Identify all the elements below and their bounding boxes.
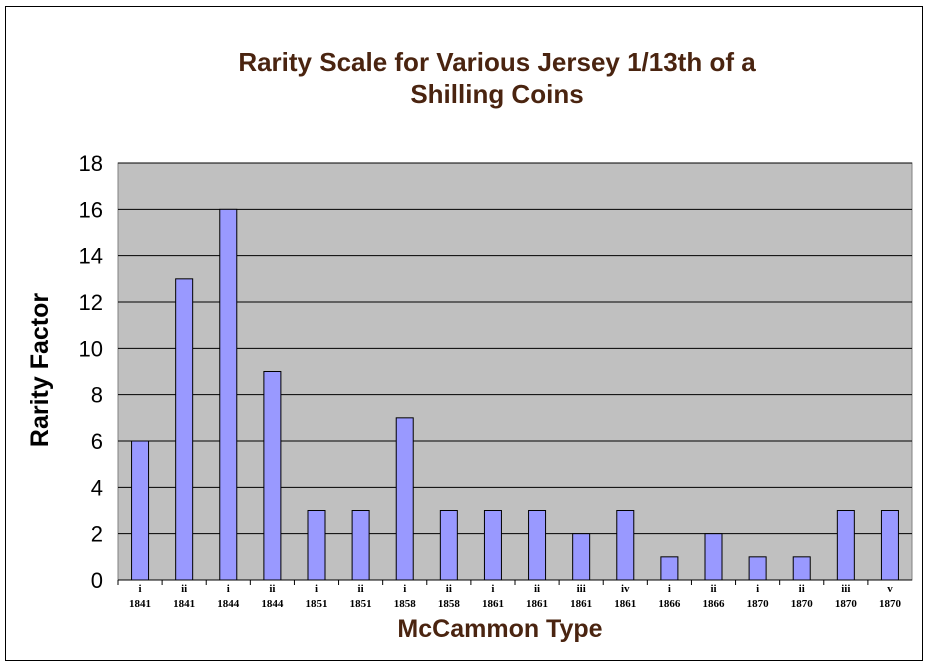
y-axis-ticks: 0 2 4 6 8 10 12 14 16 18 bbox=[79, 151, 103, 593]
x-tick-label-type: i bbox=[139, 583, 142, 595]
x-tick-label-type: ii bbox=[446, 583, 452, 595]
bar bbox=[572, 533, 591, 581]
bar bbox=[748, 556, 767, 581]
y-tick-label: 10 bbox=[79, 336, 103, 361]
x-axis-title: McCammon Type bbox=[397, 615, 602, 643]
x-tick-label-type: v bbox=[887, 583, 893, 595]
x-axis-ticks: i1841ii1841i1844ii1844i1851ii1851i1858ii… bbox=[117, 580, 902, 610]
x-tick-label-year: 1870 bbox=[835, 598, 858, 610]
x-tick-label-year: 1866 bbox=[703, 598, 726, 610]
x-tick-label-year: 1870 bbox=[747, 598, 770, 610]
y-tick-label: 2 bbox=[91, 522, 103, 547]
x-tick-label-type: iii bbox=[841, 583, 850, 595]
bar bbox=[307, 510, 326, 581]
y-tick-label: 0 bbox=[91, 568, 103, 593]
x-tick-label-year: 1870 bbox=[879, 598, 902, 610]
bar bbox=[792, 556, 811, 581]
x-tick-label-year: 1866 bbox=[658, 598, 681, 610]
y-tick-label: 12 bbox=[79, 290, 103, 315]
bar bbox=[483, 510, 502, 581]
x-tick-label-year: 1861 bbox=[570, 598, 592, 610]
y-tick-label: 4 bbox=[91, 475, 103, 500]
bar bbox=[131, 440, 150, 581]
x-tick-label-type: i bbox=[315, 583, 318, 595]
x-tick-label-type: iii bbox=[577, 583, 586, 595]
y-tick-label: 16 bbox=[79, 197, 103, 222]
x-tick-label-year: 1861 bbox=[614, 598, 636, 610]
x-tick-label-type: i bbox=[756, 583, 759, 595]
x-tick-label-type: i bbox=[491, 583, 494, 595]
chart-title-line-1: Rarity Scale for Various Jersey 1/13th o… bbox=[238, 47, 756, 77]
bar bbox=[880, 510, 899, 581]
bar bbox=[395, 417, 414, 581]
x-tick-label-year: 1841 bbox=[173, 598, 195, 610]
bar bbox=[439, 510, 458, 581]
x-tick-label-type: i bbox=[668, 583, 671, 595]
bar bbox=[263, 371, 282, 581]
x-tick-label-year: 1870 bbox=[791, 598, 814, 610]
bar bbox=[616, 510, 635, 581]
bar bbox=[528, 510, 547, 581]
y-tick-label: 6 bbox=[91, 429, 103, 454]
x-tick-label-year: 1861 bbox=[526, 598, 548, 610]
y-tick-label: 14 bbox=[79, 244, 103, 269]
x-tick-label-type: ii bbox=[269, 583, 275, 595]
plot-area bbox=[117, 162, 913, 581]
x-tick-label-year: 1861 bbox=[482, 598, 504, 610]
x-tick-label-type: ii bbox=[181, 583, 187, 595]
x-tick-label-type: i bbox=[227, 583, 230, 595]
x-tick-label-type: i bbox=[403, 583, 406, 595]
chart-title-line-2: Shilling Coins bbox=[410, 79, 583, 109]
x-tick-label-year: 1844 bbox=[261, 598, 284, 610]
x-tick-label-type: ii bbox=[710, 583, 716, 595]
x-tick-label-type: ii bbox=[799, 583, 805, 595]
x-tick-label-year: 1858 bbox=[394, 598, 417, 610]
x-tick-label-type: ii bbox=[358, 583, 364, 595]
bar bbox=[351, 510, 370, 581]
bar bbox=[219, 208, 238, 581]
x-tick-label-type: ii bbox=[534, 583, 540, 595]
x-tick-label-year: 1851 bbox=[350, 598, 372, 610]
bar bbox=[704, 533, 723, 581]
y-tick-label: 18 bbox=[79, 151, 103, 176]
x-tick-label-type: iv bbox=[621, 583, 630, 595]
x-tick-label-year: 1858 bbox=[438, 598, 461, 610]
bar bbox=[660, 556, 679, 581]
x-tick-label-year: 1851 bbox=[306, 598, 328, 610]
x-tick-label-year: 1841 bbox=[129, 598, 151, 610]
bar bbox=[836, 510, 855, 581]
bars bbox=[131, 208, 899, 581]
bar bbox=[175, 278, 194, 581]
y-axis-title: Rarity Factor bbox=[26, 293, 54, 447]
y-tick-label: 8 bbox=[91, 383, 103, 408]
x-tick-label-year: 1844 bbox=[217, 598, 240, 610]
